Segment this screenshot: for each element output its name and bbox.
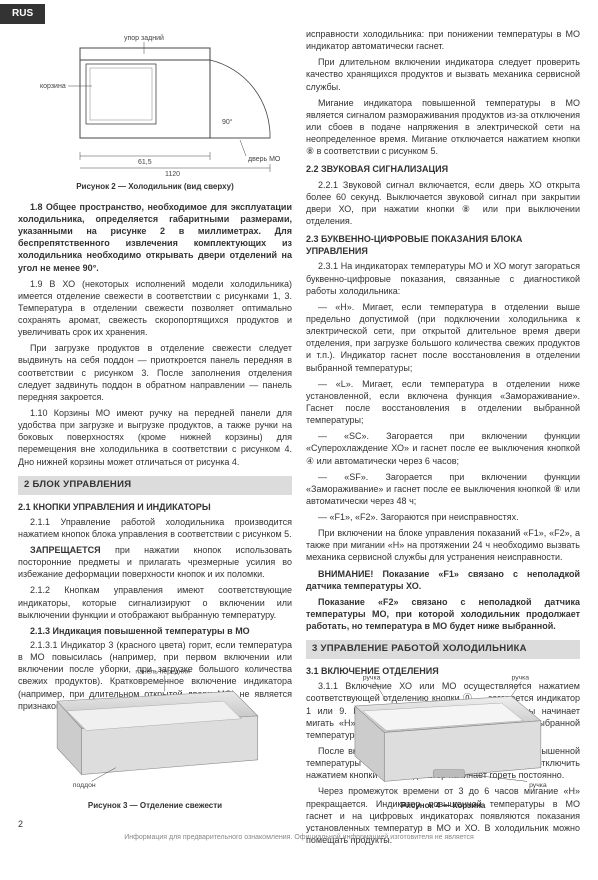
para-f1f2: При включении на блоке управления показа… — [306, 527, 580, 563]
footer-note: Информация для предварительного ознакомл… — [0, 833, 598, 842]
fig2-upor-label: упор задний — [124, 34, 164, 42]
angle-label: 90° — [222, 118, 233, 126]
fig4-caption: Рисунок 4 — Корзина — [306, 801, 580, 812]
para-top3: Мигание индикатора повышенной температур… — [306, 97, 580, 158]
section-2-bar: 2 БЛОК УПРАВЛЕНИЯ — [18, 476, 292, 495]
para-f2: Показание «F2» связано с неполадкой датч… — [306, 596, 580, 632]
fig4-ruchka-label-2: ручка — [511, 675, 529, 682]
para-top2: При длительном включении индикатора след… — [306, 56, 580, 92]
para-1-8-text: 1.8 Общее пространство, необходимое для … — [18, 202, 292, 273]
fig3-caption: Рисунок 3 — Отделение свежести — [18, 801, 292, 812]
para-2-2-1: 2.2.1 Звуковой сигнал включается, если д… — [306, 179, 580, 228]
figure-4: ручка ручка ручка Рисунок 4 — Корзина — [306, 662, 580, 820]
figure-2: 90° упор задний корзина дверь МО 61,5 11 — [18, 28, 292, 193]
para-top: исправности холодильника: при понижении … — [306, 28, 580, 52]
para-2-3-1: 2.3.1 На индикаторах температуры МО и ХО… — [306, 260, 580, 296]
fig2-dim1: 61,5 — [138, 159, 152, 166]
para-2-1-2: 2.1.2 Кнопкам управления имеют соответст… — [18, 584, 292, 620]
para-1-8: 1.8 Общее пространство, необходимое для … — [18, 201, 292, 274]
para-zapr: ЗАПРЕЩАЕТСЯ при нажатии кнопок использов… — [18, 544, 292, 580]
fig2-caption: Рисунок 2 — Холодильник (вид сверху) — [18, 182, 292, 193]
li-H: — «H». Мигает, если температура в отделе… — [306, 301, 580, 374]
vnim-label: ВНИМАНИЕ! — [318, 569, 373, 579]
fig2-korzina-label: корзина — [40, 83, 66, 90]
fig4-ruchka-label-3: ручка — [529, 782, 547, 789]
heading-2-1: 2.1 КНОПКИ УПРАВЛЕНИЯ И ИНДИКАТОРЫ — [18, 501, 292, 513]
fig2-dim2: 1120 — [165, 171, 180, 178]
para-vnim: ВНИМАНИЕ! Показание «F1» связано с непол… — [306, 568, 580, 592]
para-2-1-1: 2.1.1 Управление работой холодильника пр… — [18, 516, 292, 540]
li-SF: — «SF». Загорается при включении функции… — [306, 471, 580, 507]
heading-2-2: 2.2 ЗВУКОВАЯ СИГНАЛИЗАЦИЯ — [306, 163, 580, 175]
fig3-poddon-label: поддон — [73, 782, 96, 789]
page-number: 2 — [18, 818, 23, 830]
fig3-panel-label: панель передняя — [135, 669, 190, 676]
fig2-door-label: дверь МО — [248, 156, 281, 163]
para-1-9: 1.9 В ХО (некоторых исполнений модели хо… — [18, 278, 292, 339]
fig4-ruchka-label-1: ручка — [363, 675, 381, 682]
li-L: — «L». Мигает, если температура в отделе… — [306, 378, 580, 427]
para-1-9b: При загрузке продуктов в отделение свеже… — [18, 342, 292, 403]
li-SC: — «SC». Загорается при включении функции… — [306, 430, 580, 466]
language-tab: RUS — [0, 4, 45, 24]
bottom-figures: панель передняя поддон Рисунок 3 — Отдел… — [18, 662, 580, 820]
heading-2-1-3: 2.1.3 Индикация повышенной температуры в… — [18, 625, 292, 637]
zapr-label: ЗАПРЕЩАЕТСЯ — [30, 545, 101, 555]
section-3-bar: 3 УПРАВЛЕНИЕ РАБОТОЙ ХОЛОДИЛЬНИКА — [306, 640, 580, 659]
heading-2-3: 2.3 БУКВЕННО-ЦИФРОВЫЕ ПОКАЗАНИЯ БЛОКА УП… — [306, 233, 580, 257]
figure-3: панель передняя поддон Рисунок 3 — Отдел… — [18, 662, 292, 820]
para-1-10: 1.10 Корзины МО имеют ручку на передней … — [18, 407, 292, 468]
li-F: — «F1», «F2». Загораются при неисправнос… — [306, 511, 580, 523]
